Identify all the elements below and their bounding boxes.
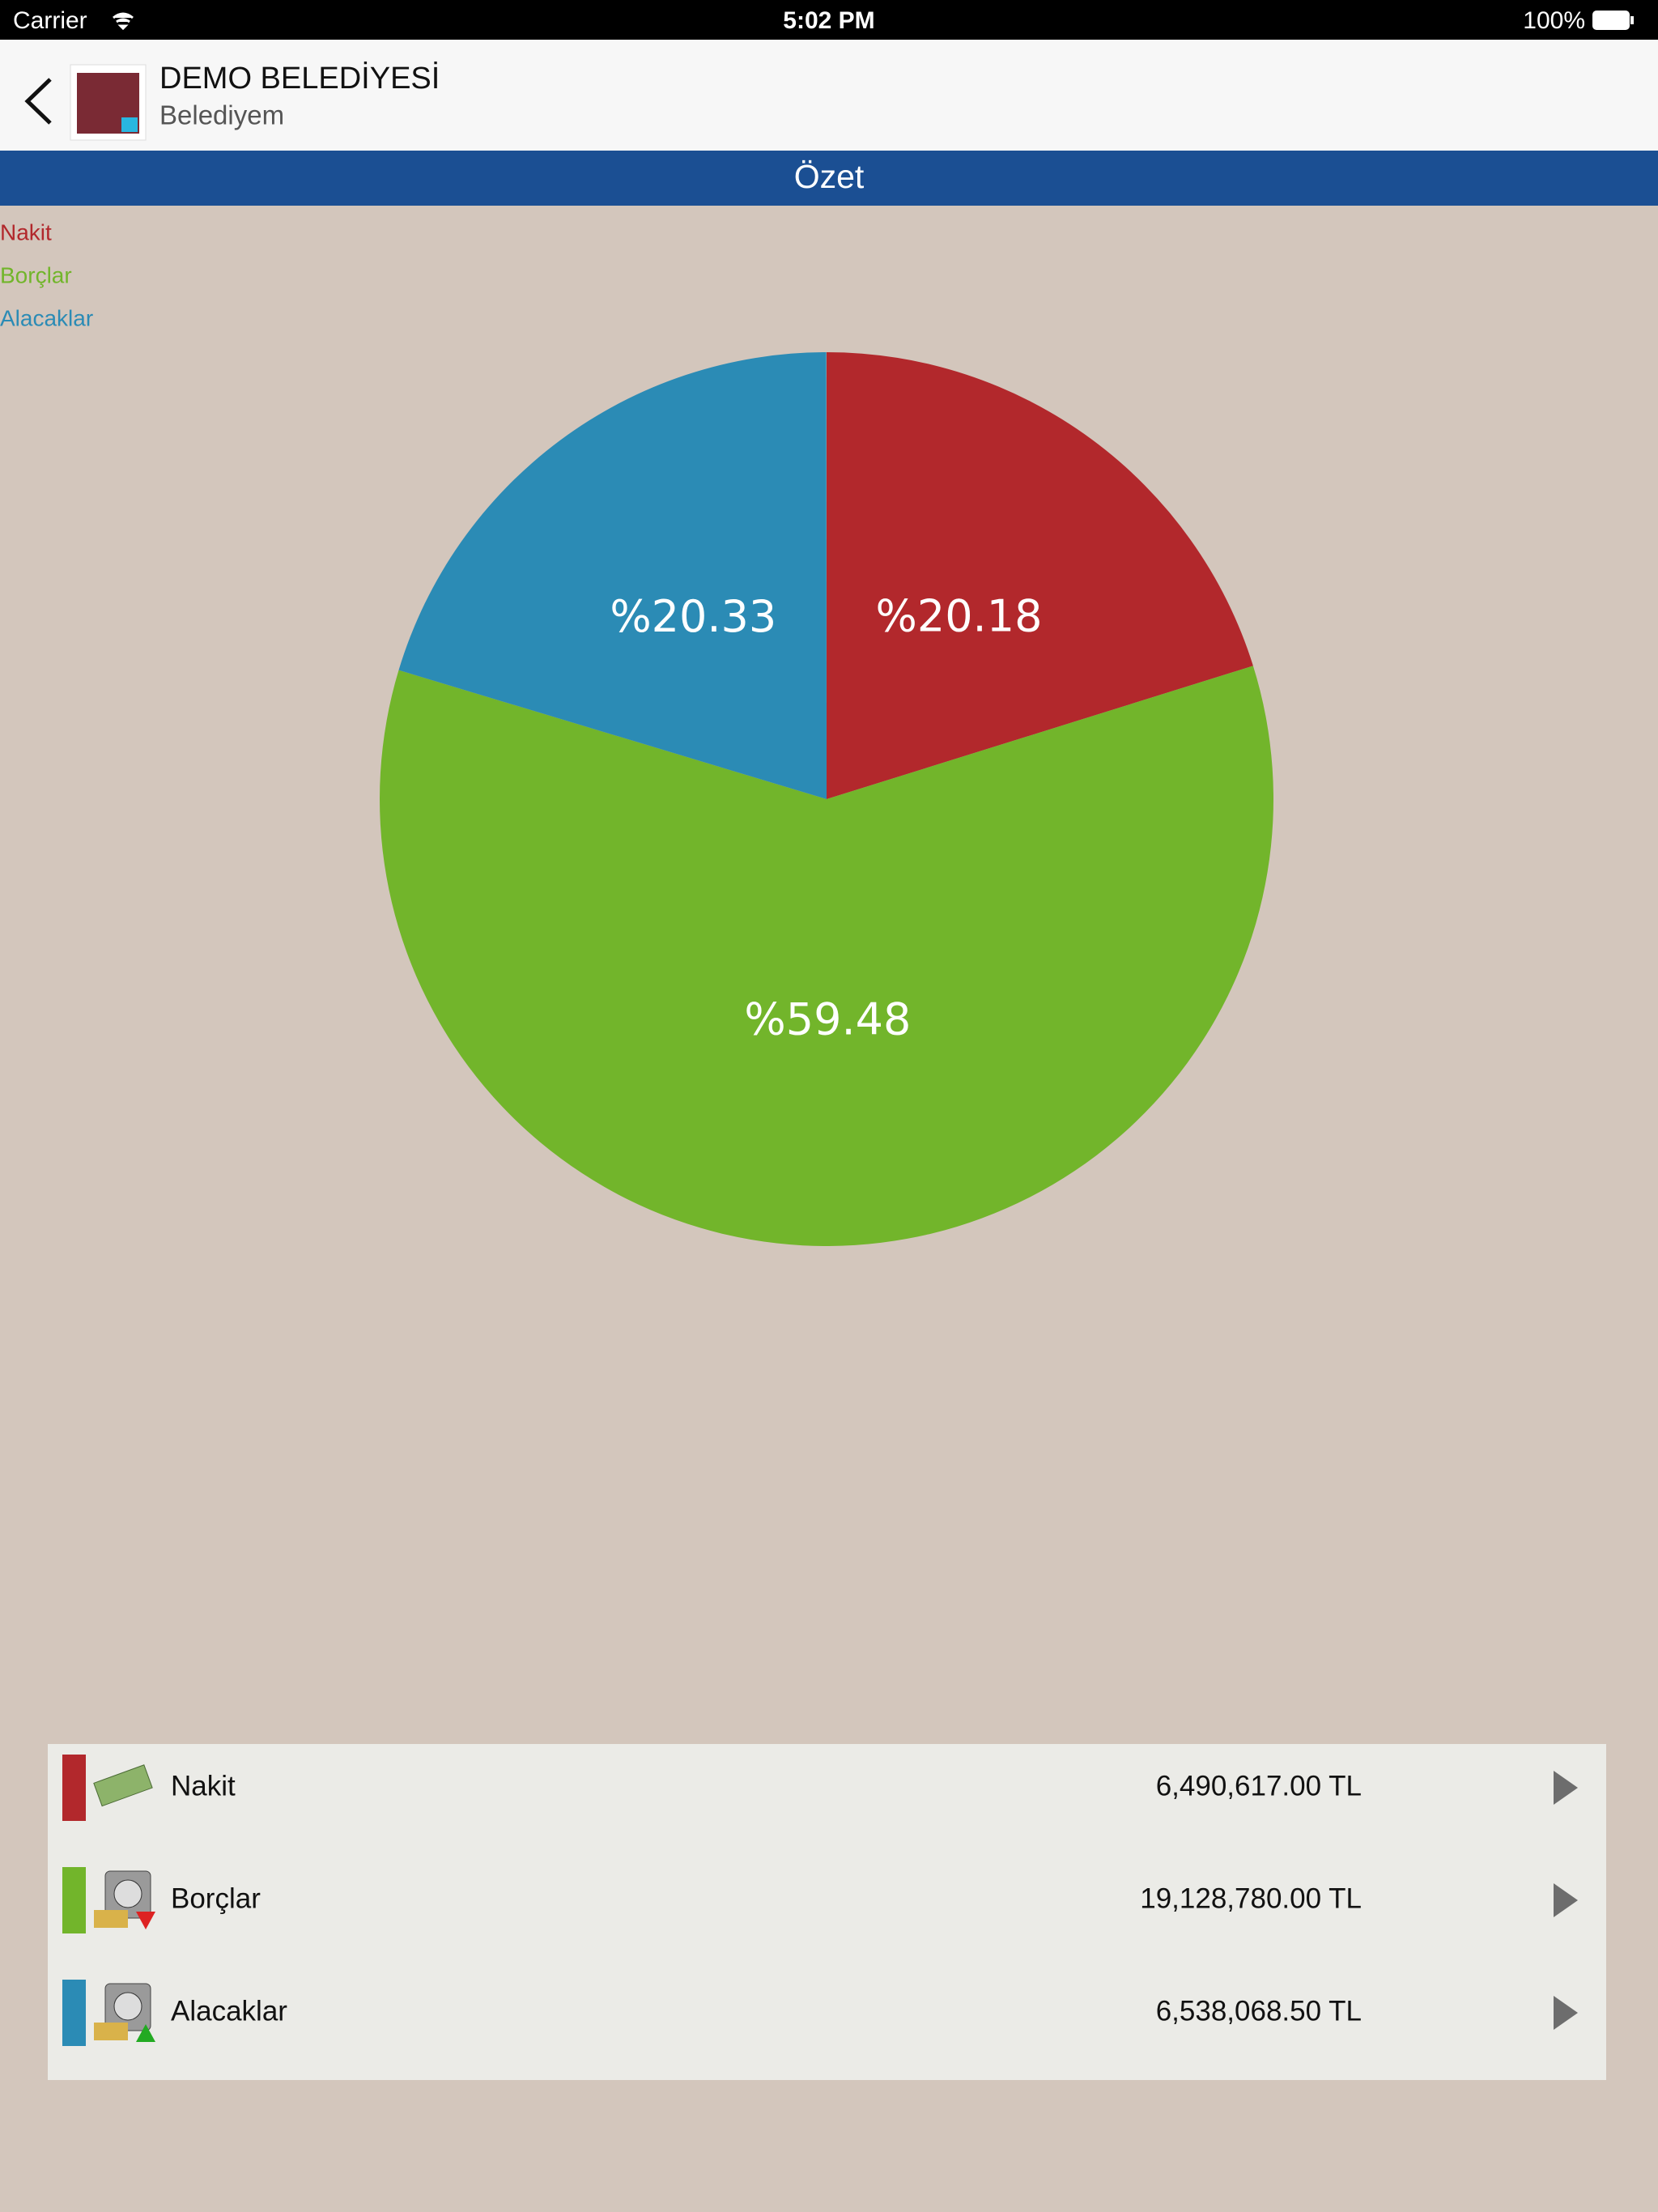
list-panel (48, 1744, 1606, 2080)
row-name: Borçlar (171, 1882, 261, 1914)
slice-label: %59.48 (744, 994, 911, 1045)
row-icon-arrow (136, 1912, 155, 1929)
back-button[interactable] (24, 78, 52, 125)
status-bar (0, 0, 1658, 40)
legend-entry: Nakit (0, 219, 52, 245)
carrier: Carrier (13, 7, 87, 34)
row-amount: 19,128,780.00 TL (1140, 1882, 1362, 1914)
row-name: Alacaklar (171, 1995, 287, 2027)
row-color (62, 1755, 86, 1821)
wifi-icon (113, 12, 134, 31)
header-title: DEMO BELEDİYESİ (159, 61, 440, 96)
slice-label: %20.33 (610, 591, 776, 642)
row-icon-dial (113, 1879, 142, 1908)
row-color (62, 1980, 86, 2046)
row-icon-dial (113, 1992, 142, 2021)
row-arrow[interactable] (1554, 1771, 1578, 1805)
legend-entry: Alacaklar (0, 305, 93, 330)
battery-tip (1630, 16, 1634, 24)
row-amount: 6,538,068.50 TL (1156, 1995, 1362, 2027)
pie-slice (379, 666, 1273, 1246)
section-bar (0, 151, 1658, 206)
pie-slice (827, 352, 1253, 799)
section-title: Özet (794, 158, 865, 195)
pie-slice (398, 352, 827, 799)
row-color (62, 1867, 86, 1933)
row-icon-arrow (136, 2024, 155, 2042)
time: 5:02 PM (783, 7, 874, 34)
row[interactable] (48, 1732, 1606, 1844)
row-icon-coins (94, 1910, 128, 1928)
row-icon (93, 1764, 153, 1807)
row-amount: 6,490,617.00 TL (1156, 1770, 1362, 1802)
app-logo-badge (121, 117, 138, 132)
row-arrow[interactable] (1554, 1996, 1578, 2030)
row-icon-coins (94, 2023, 128, 2040)
header (0, 40, 1658, 151)
battery-level: 100% (1523, 7, 1585, 34)
row-arrow[interactable] (1554, 1883, 1578, 1917)
legend-entry: Borçlar (0, 262, 72, 287)
row[interactable] (48, 1844, 1606, 1957)
slice-label: %20.18 (876, 590, 1043, 641)
row-name: Nakit (171, 1770, 236, 1802)
header-subtitle: Belediyem (159, 100, 284, 130)
battery-icon (1592, 11, 1630, 30)
